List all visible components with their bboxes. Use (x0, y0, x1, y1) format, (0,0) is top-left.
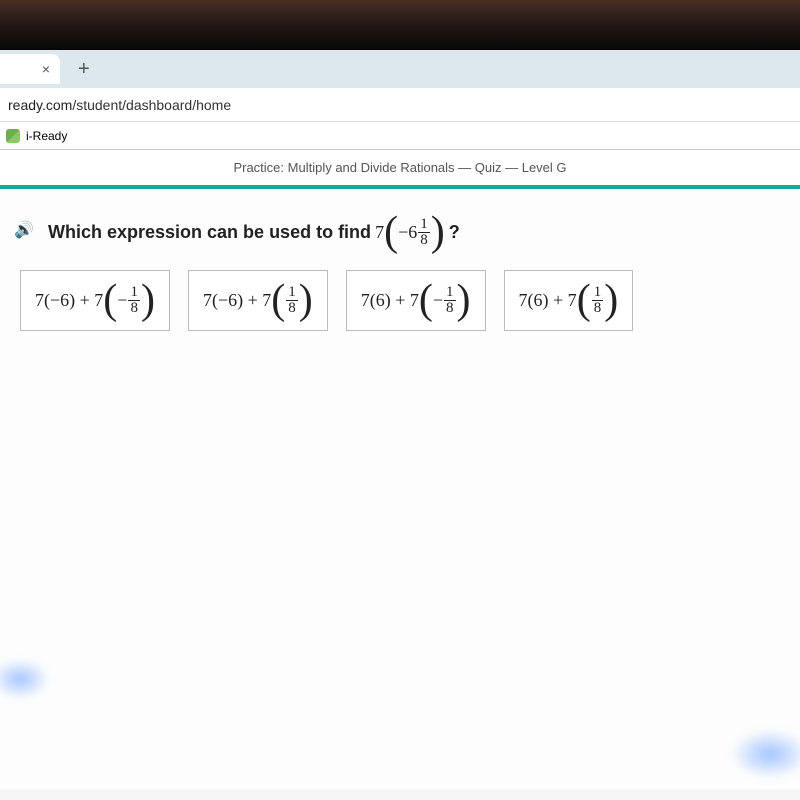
option-b[interactable]: 7(−6) + 7 ( 1 8 ) (188, 270, 328, 331)
iready-favicon (6, 129, 20, 143)
question-prefix: Which expression can be used to find (48, 222, 371, 243)
bookmark-bar: i-Ready (0, 122, 800, 150)
opt-a-neg: − (117, 290, 127, 311)
screen: × + ready.com/student/dashboard/home i-R… (0, 50, 800, 800)
opt-b-num: 1 (286, 285, 298, 301)
monitor-frame: × + ready.com/student/dashboard/home i-R… (0, 0, 800, 800)
option-c[interactable]: 7(6) + 7 ( − 1 8 ) (346, 270, 486, 331)
opt-d-num: 1 (592, 285, 604, 301)
opt-b-expr: 7(−6) + 7 (203, 290, 271, 311)
screen-glare (0, 0, 800, 50)
opt-c-expr: 7(6) + 7 (361, 290, 419, 311)
question-suffix: ? (449, 222, 460, 243)
question-row: Which expression can be used to find 7 (… (12, 217, 788, 248)
browser-tab[interactable]: × (0, 54, 60, 84)
q-mixed-num: 1 (418, 217, 430, 233)
quiz-title: Practice: Multiply and Divide Rationals … (233, 160, 566, 175)
question-text: Which expression can be used to find 7 (… (48, 217, 460, 248)
quiz-content: Which expression can be used to find 7 (… (0, 189, 800, 789)
opt-c-num: 1 (444, 285, 456, 301)
opt-d-expr: 7(6) + 7 (519, 290, 577, 311)
lens-flare (0, 659, 50, 699)
opt-c-neg: − (433, 290, 443, 311)
browser-tab-bar: × + (0, 50, 800, 88)
opt-c-den: 8 (444, 301, 456, 316)
opt-b-den: 8 (286, 301, 298, 316)
options-row: 7(−6) + 7 ( − 1 8 ) 7(−6) + 7 ( (12, 270, 788, 331)
option-a[interactable]: 7(−6) + 7 ( − 1 8 ) (20, 270, 170, 331)
audio-icon[interactable] (16, 224, 38, 242)
opt-a-num: 1 (128, 285, 140, 301)
bookmark-iready[interactable]: i-Ready (26, 129, 67, 143)
address-bar[interactable]: ready.com/student/dashboard/home (0, 88, 800, 122)
opt-a-den: 8 (128, 301, 140, 316)
q-mixed-whole: −6 (398, 222, 417, 243)
q-mixed-den: 8 (418, 233, 430, 248)
url-path: /student/dashboard/home (72, 97, 231, 113)
lens-flare (730, 729, 800, 779)
url-host: ready.com (8, 97, 72, 113)
opt-d-den: 8 (592, 301, 604, 316)
close-icon[interactable]: × (42, 61, 50, 77)
q-coefficient: 7 (375, 222, 384, 243)
option-d[interactable]: 7(6) + 7 ( 1 8 ) (504, 270, 634, 331)
quiz-title-bar: Practice: Multiply and Divide Rationals … (0, 150, 800, 189)
opt-a-expr: 7(−6) + 7 (35, 290, 103, 311)
new-tab-button[interactable]: + (70, 58, 98, 81)
